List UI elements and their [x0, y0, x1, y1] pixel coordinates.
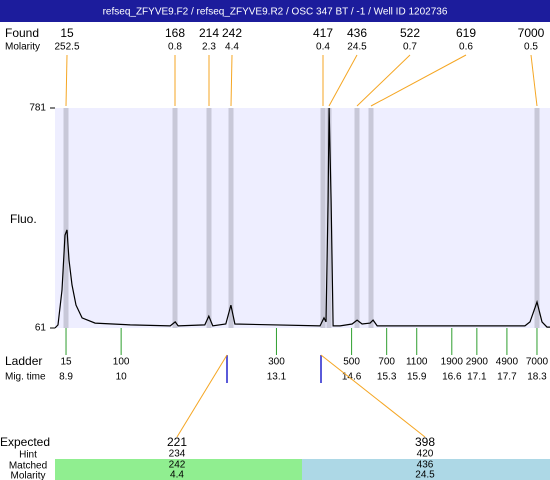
ladder-time: 16.6 — [442, 372, 462, 383]
ladder-time: 18.3 — [527, 372, 547, 383]
found-size: 436 — [347, 26, 367, 40]
hint-label: Hint — [19, 450, 37, 461]
found-label: Found — [5, 26, 39, 40]
found-molarity: 0.8 — [168, 42, 182, 53]
found-molarity: 252.5 — [54, 42, 79, 53]
peak-band — [320, 108, 326, 328]
matched-label: Matched — [9, 461, 47, 472]
ladder-size: 1900 — [441, 357, 464, 368]
expected-connector — [320, 354, 426, 438]
peak-band — [534, 108, 540, 328]
expected-label: Expected — [0, 435, 50, 449]
peak-band — [63, 108, 69, 328]
ladder-time: 14.6 — [342, 372, 362, 383]
found-size: 15 — [60, 26, 74, 40]
matched-bg — [55, 459, 302, 480]
peak-band — [172, 108, 178, 328]
found-size: 168 — [165, 26, 185, 40]
ladder-size: 4900 — [496, 357, 519, 368]
molarity-label: Molarity — [5, 42, 40, 53]
matched-molarity: 24.5 — [415, 470, 435, 480]
trace — [54, 107, 550, 329]
peak-band — [326, 108, 332, 328]
molarity-label: Molarity — [10, 471, 45, 480]
peak-band — [368, 108, 374, 328]
found-size: 619 — [456, 26, 476, 40]
ladder-label: Ladder — [5, 354, 42, 368]
y-axis-label: Fluo. — [10, 212, 37, 226]
found-molarity: 0.6 — [459, 42, 473, 53]
ladder-size: 15 — [60, 357, 72, 368]
matched: 242 — [169, 460, 186, 471]
title-bar — [0, 0, 550, 22]
ladder-size: 2900 — [466, 357, 489, 368]
ladder-size: 1100 — [406, 357, 428, 368]
ladder-time: 15.3 — [377, 372, 397, 383]
ladder-time: 13.1 — [267, 372, 287, 383]
plot-area — [55, 108, 550, 328]
matched-bg — [302, 459, 550, 480]
ladder-time: 15.9 — [407, 372, 427, 383]
ladder-size: 500 — [343, 357, 360, 368]
peak-connector — [230, 54, 233, 107]
peak-connector — [328, 54, 358, 107]
found-size: 522 — [400, 26, 420, 40]
found-molarity: 0.7 — [403, 42, 417, 53]
ladder-time: 10 — [116, 372, 128, 383]
ladder-time: 17.7 — [497, 372, 517, 383]
expected-connector — [176, 354, 228, 438]
hint: 234 — [169, 449, 186, 460]
found-size: 242 — [222, 26, 242, 40]
found-molarity: 0.5 — [524, 42, 538, 53]
mig-time-label: Mig. time — [5, 372, 46, 383]
found-size: 7000 — [518, 26, 545, 40]
matched-molarity: 4.4 — [170, 470, 184, 480]
ladder-time: 8.9 — [59, 372, 73, 383]
peak-connector — [370, 54, 467, 107]
hint: 420 — [417, 449, 434, 460]
found-molarity: 0.4 — [316, 42, 330, 53]
ladder-size: 300 — [268, 357, 285, 368]
found-size: 214 — [199, 26, 219, 40]
expected-size: 221 — [167, 435, 187, 449]
peak-band — [206, 108, 212, 328]
found-size: 417 — [313, 26, 333, 40]
peak-band — [228, 108, 234, 328]
peak-connector — [530, 54, 538, 107]
found-molarity: 2.3 — [202, 42, 216, 53]
ladder-time: 17.1 — [467, 372, 487, 383]
found-molarity: 4.4 — [225, 42, 239, 53]
peak-band — [354, 108, 360, 328]
peak-connector — [356, 54, 411, 107]
expected-size: 398 — [415, 435, 435, 449]
y-tick-label: 61 — [35, 323, 47, 334]
ladder-size: 7000 — [526, 357, 549, 368]
matched: 436 — [417, 460, 434, 471]
y-tick-label: 781 — [29, 103, 46, 114]
ladder-size: 100 — [113, 357, 130, 368]
title: refseq_ZFYVE9.F2 / refseq_ZFYVE9.R2 / OS… — [103, 7, 448, 18]
peak-connector — [65, 54, 68, 107]
found-molarity: 24.5 — [347, 42, 367, 53]
ladder-size: 700 — [378, 357, 395, 368]
